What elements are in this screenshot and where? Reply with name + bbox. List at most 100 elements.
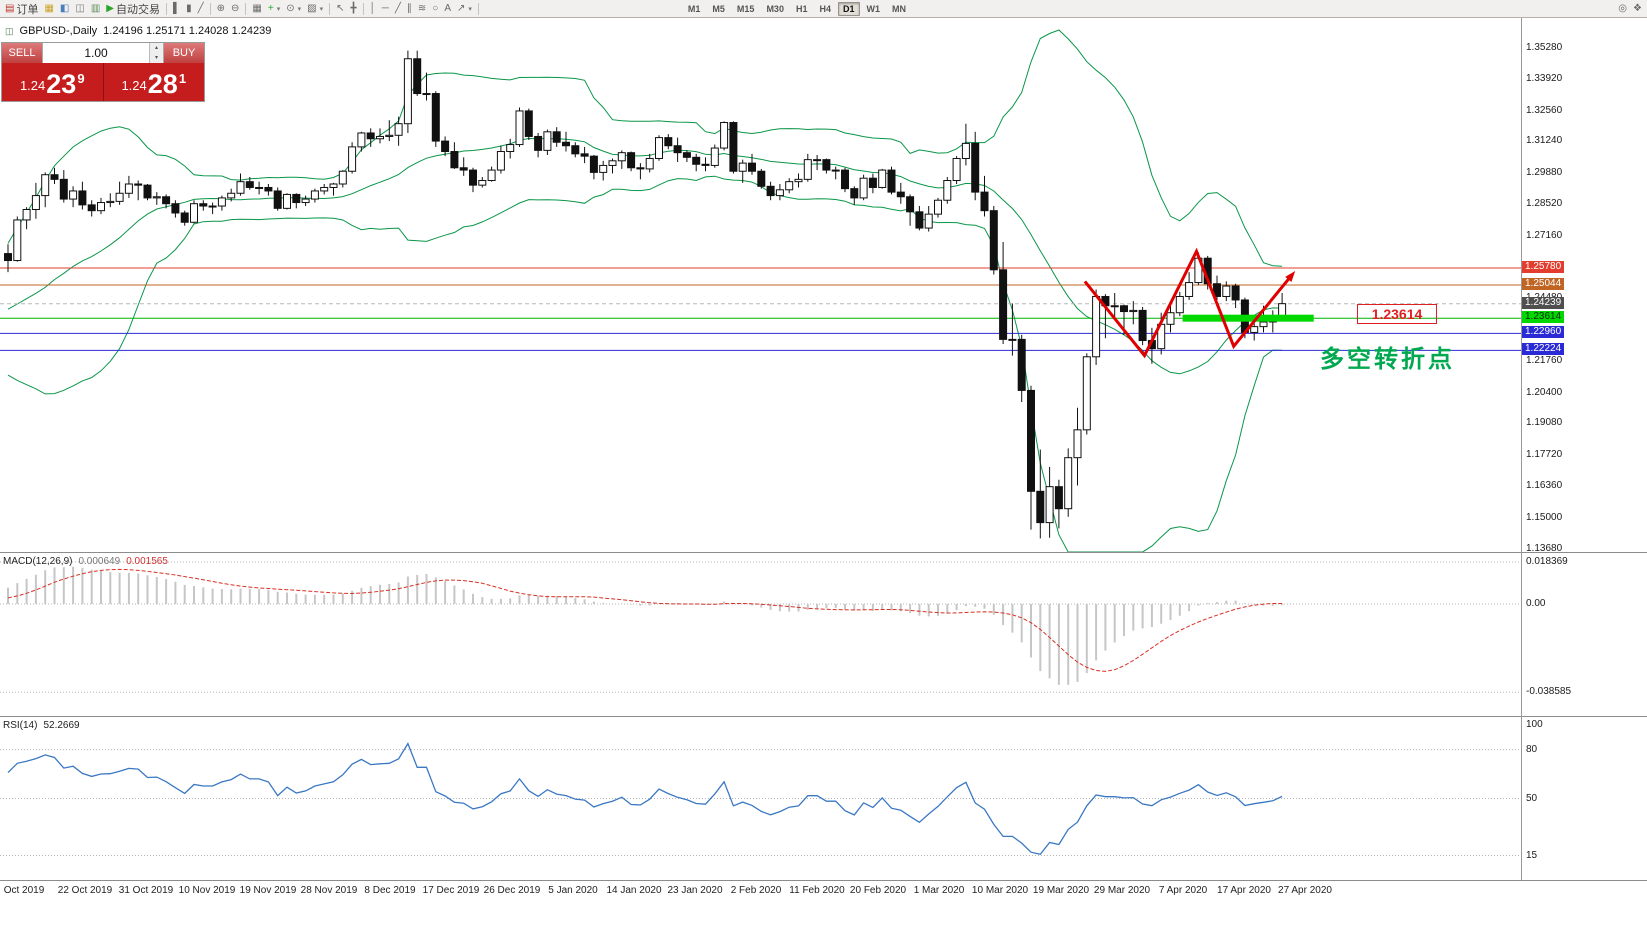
- candle-body: [292, 193, 301, 204]
- candle-body: [655, 137, 663, 159]
- toolbar-arrow-tool-button[interactable]: ↗ ▾: [454, 1, 475, 16]
- panel-separator[interactable]: [0, 716, 1647, 717]
- price-tick-label: 1.13680: [1526, 542, 1563, 554]
- date-tick-label: 1 Mar 2020: [913, 885, 965, 896]
- toolbar-candlestick-chart-type-button[interactable]: ▮: [183, 1, 195, 16]
- timeframe-h4-button[interactable]: H4: [819, 3, 831, 14]
- candle-body: [1036, 490, 1045, 524]
- quick-help-icon: ❖: [1633, 2, 1642, 14]
- toolbar-horizontal-line-tool-button[interactable]: ─: [379, 1, 392, 16]
- candle-body: [608, 160, 617, 166]
- toolbar-crosshair-button[interactable]: ╋: [347, 1, 359, 16]
- date-tick-label: 22 Oct 2019: [57, 885, 113, 896]
- candle-body: [627, 152, 636, 169]
- panel-separator[interactable]: [0, 552, 1647, 553]
- candle-body: [850, 188, 859, 199]
- toolbar-templates-button[interactable]: ▨ ▾: [304, 1, 326, 16]
- candle-body: [450, 151, 459, 169]
- toolbar-indicators-button[interactable]: + ▾: [265, 1, 283, 16]
- buy-price-display[interactable]: 1.24 28 1: [104, 63, 205, 101]
- candle-body: [22, 209, 31, 221]
- toolbar-bar-chart-type-button[interactable]: ▌: [170, 1, 183, 16]
- toolbar-trendline-tool-button[interactable]: ╱: [392, 1, 404, 16]
- toolbar-tile-windows-button[interactable]: ▦: [249, 1, 264, 16]
- candle-body: [748, 162, 756, 172]
- sell-price-pipette: 9: [77, 71, 85, 86]
- volume-up-button[interactable]: ▴: [150, 43, 163, 53]
- toolbar-terminal-button[interactable]: ▥: [88, 1, 103, 16]
- toolbar-shapes-tool-button[interactable]: ○: [429, 1, 441, 16]
- macd-signal-line: [7, 568, 1283, 672]
- candle-body: [301, 198, 310, 204]
- price-level-badge: 1.22224: [1522, 343, 1565, 356]
- rsi-panel[interactable]: [0, 717, 1647, 880]
- cursor-icon: ↖: [336, 2, 345, 14]
- candle-body: [673, 145, 682, 154]
- timeframe-m1-button[interactable]: M1: [687, 3, 701, 14]
- volume-down-button[interactable]: ▾: [150, 53, 163, 63]
- timeframe-h1-button[interactable]: H1: [795, 3, 808, 14]
- candle-body: [134, 183, 143, 186]
- toolbar-zoom-out-button[interactable]: ⊖: [228, 1, 242, 16]
- sell-button[interactable]: SELL: [2, 43, 42, 63]
- price-tick-label: 1.35280: [1526, 41, 1563, 53]
- toolbar-search-button[interactable]: ◎: [1615, 1, 1630, 16]
- toolbar-text-tool-button[interactable]: A: [441, 1, 454, 16]
- toolbar-vertical-line-tool-button[interactable]: │: [367, 1, 379, 16]
- zoom-out-icon: ⊖: [231, 2, 240, 14]
- toolbar: ▤ 订单 ▦ ◧ ◫ ▥ ▶ 自动交易 ▌ ▮ ╱ ⊕ ⊖ ▦ + ▾ ⊙ ▾ ▨ ▾ ↖ ╋ │ ─ ╱ ∥ ≋ ○ A ↗ ▾ M1 M5 M…: [0, 0, 1647, 18]
- main-chart[interactable]: [0, 17, 1647, 553]
- buy-button[interactable]: BUY: [164, 43, 204, 63]
- timeframe-d1-button[interactable]: D1: [837, 1, 860, 16]
- candle-body: [1073, 429, 1082, 459]
- candle-body: [190, 203, 198, 223]
- toolbar-cursor-button[interactable]: ↖: [333, 1, 347, 16]
- candle-body: [943, 180, 952, 201]
- timeframe-m5-button[interactable]: M5: [712, 3, 725, 14]
- horizontal-line-tool-icon: ─: [381, 2, 389, 14]
- timeframe-m15-button[interactable]: M15: [736, 3, 755, 14]
- toolbar-quick-help-button[interactable]: ❖: [1630, 1, 1645, 16]
- candle-body: [1175, 295, 1184, 314]
- candle-body: [69, 190, 78, 200]
- candle-body: [199, 203, 208, 207]
- date-tick-label: 14 Jan 2020: [606, 885, 662, 896]
- sell-price-display[interactable]: 1.24 23 9: [2, 63, 104, 101]
- rsi-label: RSI(14) 52.2669: [3, 720, 80, 731]
- timeframe-mn-button[interactable]: MN: [892, 3, 906, 14]
- candle-body: [729, 122, 738, 172]
- toolbar-data-window-button[interactable]: ◧: [57, 1, 72, 16]
- timeframe-w1-button[interactable]: W1: [866, 3, 881, 14]
- macd-panel[interactable]: [0, 553, 1647, 716]
- candle-body: [1110, 305, 1119, 308]
- candle-body: [878, 169, 887, 188]
- toolbar-zoom-in-button[interactable]: ⊕: [214, 1, 228, 16]
- toolbar-line-chart-type-button[interactable]: ╱: [195, 1, 207, 16]
- candle-body: [394, 123, 403, 136]
- candle-body: [264, 186, 273, 192]
- toolbar-market-watch-button[interactable]: ▦: [41, 1, 56, 16]
- trendline-tool-icon: ╱: [394, 2, 401, 14]
- toolbar-channel-tool-button[interactable]: ∥: [404, 1, 415, 16]
- candle-body: [785, 181, 794, 191]
- toolbar-navigator-button[interactable]: ◫: [72, 1, 87, 16]
- buy-price-base: 1.24: [121, 78, 147, 93]
- toolbar-autotrading-button[interactable]: ▶ 自动交易: [103, 1, 163, 16]
- timeframe-m30-button[interactable]: M30: [766, 3, 784, 14]
- toolbar-periods-button[interactable]: ⊙ ▾: [283, 1, 304, 16]
- rsi-value: 52.2669: [43, 720, 80, 731]
- toolbar-new-order-button[interactable]: ▤ 订单: [2, 1, 41, 16]
- candle-body: [915, 211, 924, 229]
- volume-input[interactable]: 1.00: [84, 46, 108, 60]
- candle-body: [766, 185, 775, 197]
- date-tick-label: 11 Feb 2020: [789, 885, 845, 896]
- zigzag-trendline[interactable]: [1083, 247, 1291, 359]
- candle-body: [115, 192, 124, 202]
- toolbar-fibonacci-tool-button[interactable]: ≋: [415, 1, 429, 16]
- time-axis[interactable]: Oct 2019 22 Oct 2019 31 Oct 2019 10 Nov 201…: [0, 881, 1647, 901]
- candle-body: [403, 58, 412, 125]
- support-highlight-bar[interactable]: [1182, 314, 1314, 322]
- candle-body: [162, 196, 171, 205]
